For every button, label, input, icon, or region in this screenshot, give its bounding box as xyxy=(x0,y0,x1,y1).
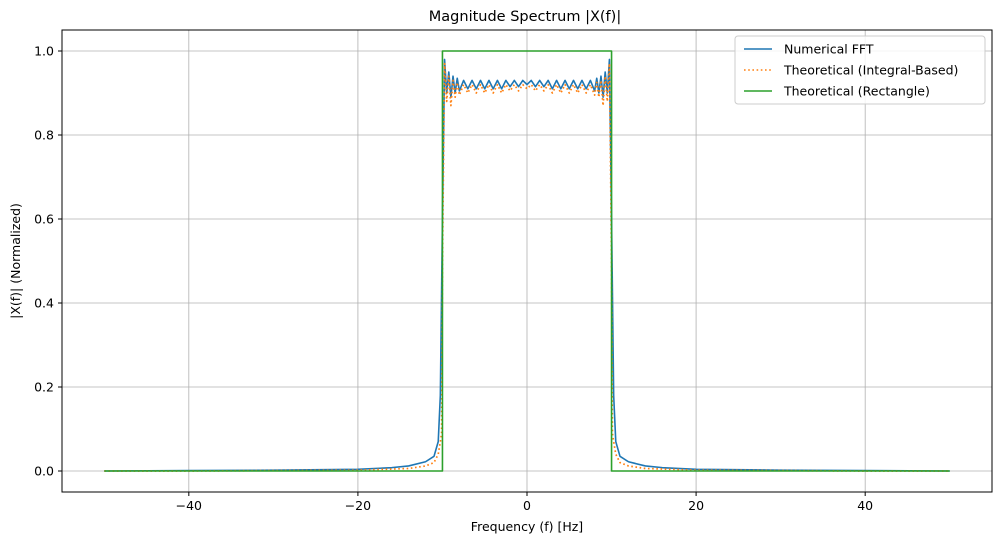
ticks: −40 −20 0 20 40 0.0 0.2 0.4 0.6 0.8 1.0 xyxy=(34,44,873,514)
series-layer xyxy=(104,50,950,472)
x-tick-label: 20 xyxy=(688,498,704,513)
legend-label: Theoretical (Rectangle) xyxy=(783,84,930,99)
legend: Numerical FFT Theoretical (Integral-Based… xyxy=(734,35,986,105)
y-tick-label: 0.4 xyxy=(34,296,54,311)
legend-box xyxy=(734,35,986,105)
series-line-2 xyxy=(104,62,950,472)
y-axis-label: |X(f)| (Normalized) xyxy=(8,203,23,319)
legend-label: Numerical FFT xyxy=(784,42,874,57)
y-tick-label: 0.0 xyxy=(34,464,54,479)
y-tick-label: 0.2 xyxy=(34,380,54,395)
x-tick-label: 0 xyxy=(523,498,531,513)
y-tick-label: 1.0 xyxy=(34,44,54,59)
chart-title: Magnitude Spectrum |X(f)| xyxy=(429,9,621,25)
x-tick-label: −40 xyxy=(176,498,202,513)
x-axis-label: Frequency (f) [Hz] xyxy=(471,519,583,534)
y-tick-label: 0.8 xyxy=(34,128,54,143)
series-line-3 xyxy=(104,50,950,472)
y-tick-label: 0.6 xyxy=(34,212,54,227)
x-tick-label: −20 xyxy=(345,498,371,513)
legend-label: Theoretical (Integral-Based) xyxy=(783,63,958,78)
x-tick-label: 40 xyxy=(857,498,873,513)
